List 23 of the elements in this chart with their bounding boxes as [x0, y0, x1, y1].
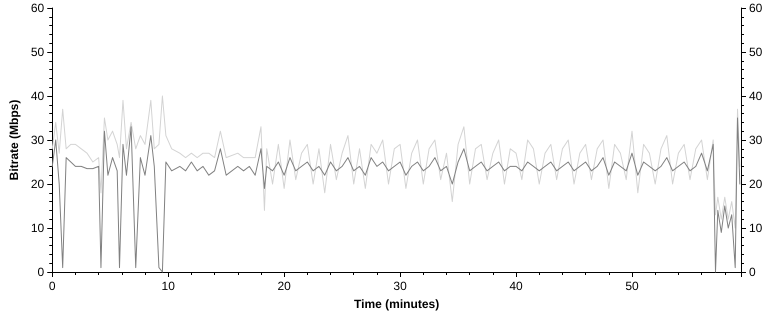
line-series — [52, 96, 740, 228]
x-tick-label: 30 — [393, 279, 408, 293]
y2-tick-label: 50 — [749, 45, 763, 59]
y-tick-label: 60 — [30, 1, 45, 15]
y2-tick-label: 30 — [749, 133, 763, 147]
y2-tick-label: 40 — [749, 89, 763, 103]
x-tick-label: 10 — [162, 279, 176, 293]
y2-tick-label: 10 — [749, 221, 763, 235]
x-tick-label: 40 — [509, 279, 524, 293]
x-axis-title: Time (minutes) — [354, 297, 440, 311]
y-tick-label: 10 — [30, 221, 45, 235]
y-tick-label: 50 — [30, 45, 45, 59]
x-tick-label: 0 — [48, 279, 56, 293]
y2-tick-label: 0 — [749, 265, 756, 279]
y-axis-title: Bitrate (Mbps) — [7, 100, 21, 180]
y-tick-label: 40 — [30, 89, 45, 103]
y-tick-label: 0 — [38, 265, 45, 279]
y-tick-label: 20 — [30, 177, 45, 191]
x-tick-label: 20 — [277, 279, 292, 293]
y2-tick-label: 20 — [749, 177, 763, 191]
x-tick-label: 50 — [625, 279, 639, 293]
y-tick-label: 30 — [30, 133, 45, 147]
y2-tick-label: 60 — [749, 1, 763, 15]
